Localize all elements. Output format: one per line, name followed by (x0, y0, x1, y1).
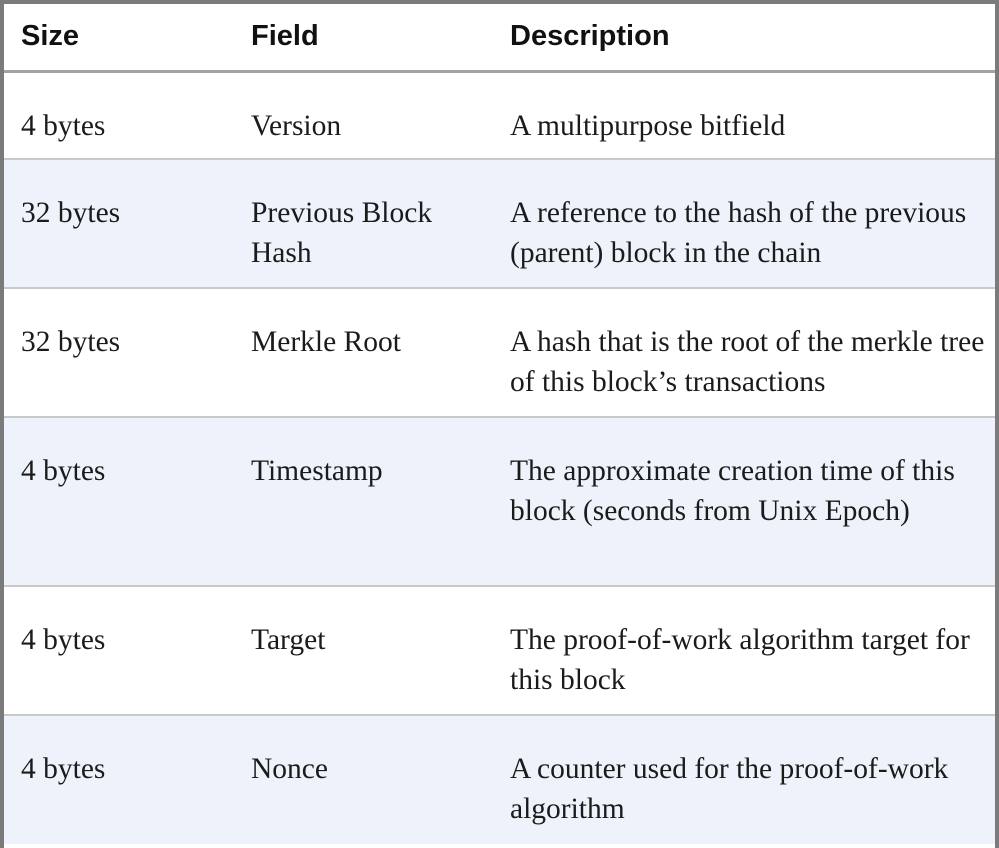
cell-description: A reference to the hash of the previous … (510, 197, 967, 269)
column-header-description: Description (510, 20, 670, 53)
table-row: 4 bytes Timestamp The approximate creati… (4, 417, 995, 586)
table-row: 32 bytes Merkle Root A hash that is the … (4, 288, 995, 417)
column-header-field: Field (251, 20, 319, 53)
table-row: 4 bytes Nonce A counter used for the pro… (4, 715, 995, 844)
cell-description: The proof-of-work algorithm target for t… (510, 624, 970, 696)
table-row: 4 bytes Target The proof-of-work algorit… (4, 586, 995, 715)
cell-field: Previous Block Hash (251, 197, 433, 269)
column-header-size: Size (21, 20, 80, 53)
cell-size: 32 bytes (21, 326, 121, 358)
cell-field: Target (251, 624, 326, 656)
table-header: Size Field Description (4, 4, 995, 71)
cell-size: 4 bytes (21, 624, 106, 656)
cell-field: Merkle Root (251, 326, 401, 358)
table-row: 4 bytes Version A multipurpose bitfield (4, 71, 995, 159)
cell-description: The approximate creation time of this bl… (510, 455, 955, 527)
block-header-table: Size Field Description 4 bytes Version A… (4, 4, 995, 844)
cell-size: 32 bytes (21, 197, 121, 229)
cell-size: 4 bytes (21, 109, 106, 142)
cell-description: A hash that is the root of the merkle tr… (510, 326, 985, 398)
cell-description: A multipurpose bitfield (510, 109, 786, 142)
table-row: 32 bytes Previous Block Hash A reference… (4, 159, 995, 288)
cell-description: A counter used for the proof-of-work alg… (510, 753, 949, 825)
cell-field: Timestamp (251, 455, 383, 487)
cell-size: 4 bytes (21, 753, 106, 785)
cell-field: Nonce (251, 753, 328, 785)
cell-size: 4 bytes (21, 455, 106, 487)
cell-field: Version (251, 109, 342, 142)
header-row: Size Field Description (4, 4, 995, 71)
table-body: 4 bytes Version A multipurpose bitfield … (4, 71, 995, 844)
